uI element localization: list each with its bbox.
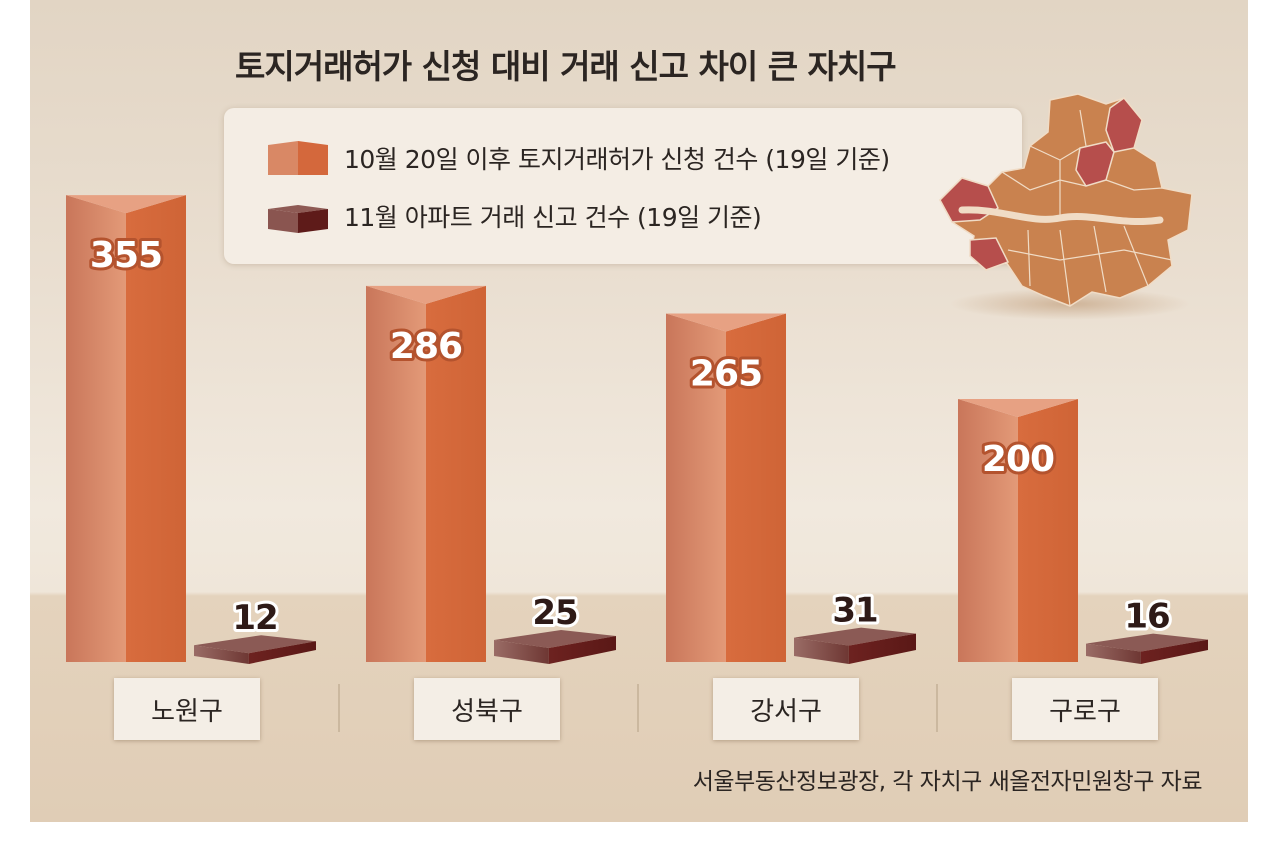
data-label-series2: 25 <box>532 593 577 633</box>
bar-series2-front <box>1086 643 1141 664</box>
bar-series1-side <box>126 195 186 663</box>
bar-series2-side <box>548 636 616 664</box>
bar-series2-front <box>194 645 249 664</box>
bar-series1-front <box>958 399 1018 662</box>
legend-swatch-series1 <box>268 141 328 175</box>
legend-label-series1: 10월 20일 이후 토지거래허가 신청 건수 (19일 기준) <box>344 145 890 174</box>
seoul-map-icon <box>939 93 1193 320</box>
bar-series2-side <box>848 633 916 664</box>
data-label-series1: 355 <box>90 235 162 276</box>
bar-series1-front <box>666 313 726 662</box>
bar-series1-side <box>426 285 486 662</box>
category-label-1: 성북구 <box>414 678 560 740</box>
category-label-0: 노원구 <box>114 678 260 740</box>
legend-item-series2: 11월 아파트 거래 신고 건수 (19일 기준) <box>268 196 762 236</box>
data-label-series1: 200 <box>982 439 1054 480</box>
data-label-series2: 16 <box>1124 597 1169 637</box>
legend: 10월 20일 이후 토지거래허가 신청 건수 (19일 기준) 11월 아파트… <box>224 108 1022 264</box>
bar-series1-top <box>366 285 486 304</box>
category-label-3: 구로구 <box>1012 678 1158 740</box>
bar-series2-top <box>194 635 316 654</box>
legend-label-series2: 11월 아파트 거래 신고 건수 (19일 기준) <box>344 203 762 232</box>
data-label-series1: 265 <box>690 354 762 395</box>
bar-series1-side <box>726 313 786 662</box>
category-label-2: 강서구 <box>713 678 859 740</box>
data-label-series2: 31 <box>832 591 877 631</box>
category-divider <box>338 684 340 732</box>
bar-series1-top <box>958 399 1078 417</box>
chart-canvas: 355 12 286 25 265 31 200 16 <box>66 195 1208 664</box>
category-divider <box>637 684 639 732</box>
data-label-series1: 286 <box>390 326 462 367</box>
bar-series1-top <box>66 195 186 214</box>
legend-swatch-series2 <box>268 205 328 233</box>
source-note: 서울부동산정보광장, 각 자치구 새올전자민원창구 자료 <box>692 769 1203 795</box>
bar-series2-top <box>794 627 916 646</box>
bar-series1-top <box>666 313 786 332</box>
chart-title: 토지거래허가 신청 대비 거래 신고 차이 큰 자치구 <box>235 47 897 86</box>
bar-series2-top <box>494 630 616 648</box>
bar-series2-top <box>1086 633 1208 652</box>
category-divider <box>936 684 938 732</box>
legend-item-series1: 10월 20일 이후 토지거래허가 신청 건수 (19일 기준) <box>268 138 890 178</box>
chart-frame: 355 12 286 25 265 31 200 16 토지거래허가 신청 대비 거래 신고 … <box>30 0 1248 822</box>
bar-series2-side <box>1140 639 1208 664</box>
bar-series1-side <box>1018 399 1078 662</box>
bar-series2-front <box>794 637 849 664</box>
bar-series1-front <box>366 285 426 662</box>
bar-series1-front <box>66 195 126 663</box>
data-label-series2: 12 <box>232 598 277 638</box>
bar-series2-side <box>248 641 316 664</box>
